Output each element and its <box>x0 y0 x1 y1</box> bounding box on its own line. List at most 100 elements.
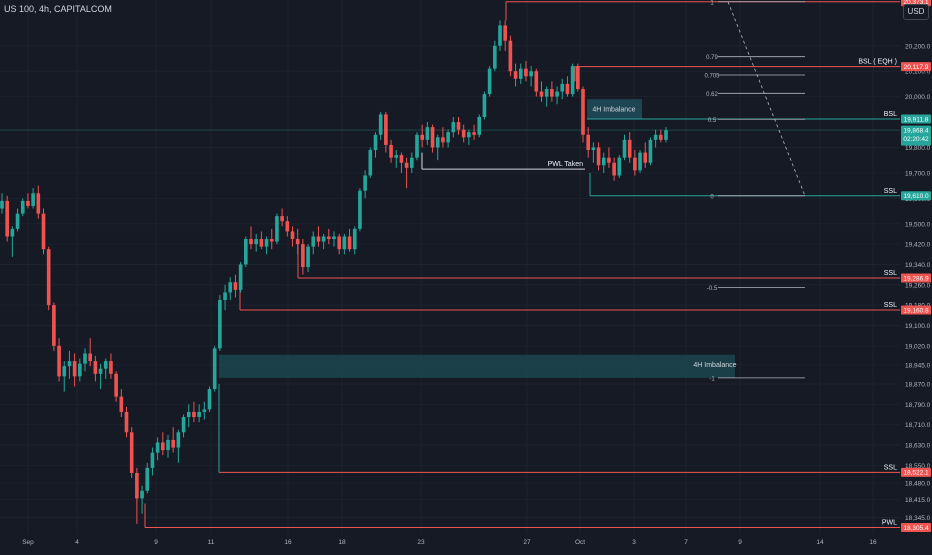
candle-body <box>62 366 67 377</box>
candle-body <box>31 193 35 206</box>
candle-body <box>643 152 648 163</box>
candle-body <box>233 282 238 290</box>
level-label: BSL <box>884 111 897 118</box>
candle-body <box>114 373 118 397</box>
candle-body <box>352 228 357 250</box>
price-label-text: 19,610.0 <box>903 193 929 200</box>
candle-body <box>77 363 82 377</box>
price-label-box <box>901 191 931 201</box>
candle-body <box>332 236 336 240</box>
candle-body <box>420 134 425 140</box>
price-label-text: 18,522.1 <box>903 470 929 477</box>
candle-body <box>404 162 409 168</box>
candle-body <box>41 213 46 250</box>
y-tick-label: 19,800.0 <box>905 145 931 152</box>
price-label-box <box>901 114 931 124</box>
candle-body <box>275 216 279 242</box>
candle-body <box>617 157 622 176</box>
price-label-text: 19,911.8 <box>904 116 929 123</box>
currency-button[interactable]: USD <box>903 4 929 20</box>
x-tick-label: 3 <box>632 539 636 546</box>
candle-body <box>524 68 528 77</box>
x-tick-label: 9 <box>154 539 158 546</box>
candle-body <box>441 137 445 143</box>
fib-label: 0 <box>710 194 714 200</box>
pwl-taken-label: PWL Taken <box>548 161 584 168</box>
candle-body <box>534 71 539 92</box>
candle-body <box>550 89 554 97</box>
x-tick-label: 14 <box>816 539 824 546</box>
candle-body <box>88 353 93 362</box>
candle-body <box>518 68 523 79</box>
candle-body <box>301 244 305 267</box>
candle-body <box>103 361 108 369</box>
candle-body <box>109 361 113 374</box>
candle-body <box>601 157 606 166</box>
candle-body <box>363 175 367 191</box>
x-tick-label: 18 <box>338 539 346 546</box>
y-tick-label: 20,200.0 <box>905 43 931 50</box>
candle-body <box>456 122 461 130</box>
candle-body <box>254 239 259 245</box>
candle-body <box>321 236 326 242</box>
candle-body <box>648 139 653 163</box>
candle-body <box>243 239 248 265</box>
level-label: SSL <box>884 270 897 277</box>
candle-body <box>394 155 399 158</box>
candle-body <box>259 239 264 247</box>
candle-body <box>664 130 668 140</box>
candle-body <box>186 411 191 418</box>
candle-body <box>135 472 139 499</box>
y-tick-label: 18,480.0 <box>905 481 931 488</box>
fib-label: 0.5 <box>708 118 717 124</box>
price-label-text: 19,868.4 <box>903 127 929 134</box>
x-tick-label: Sep <box>22 539 34 546</box>
price-label-text: 20,117.9 <box>904 64 929 71</box>
candle-body <box>415 134 419 158</box>
candle-body <box>150 452 155 468</box>
candle-body <box>570 66 575 95</box>
candle-body <box>508 40 513 72</box>
candle-body <box>498 25 502 46</box>
y-tick-label: 19,340.0 <box>905 262 931 269</box>
candle-body <box>337 236 342 250</box>
x-tick-label: 4 <box>75 539 79 546</box>
fib-label: 0.62 <box>706 92 718 98</box>
y-tick-label: 18,345.0 <box>905 515 931 522</box>
candle-body <box>581 89 585 135</box>
candle-body <box>358 190 362 229</box>
candle-body <box>212 348 217 390</box>
imbalance-label-lower: 4H Imbalance <box>693 362 736 369</box>
candle-body <box>124 411 129 433</box>
candle-body <box>451 122 456 133</box>
candle-body <box>622 139 627 158</box>
candle-body <box>98 368 103 374</box>
x-tick-label: 9 <box>738 539 742 546</box>
x-tick-label: 23 <box>417 539 425 546</box>
candle-body <box>264 239 269 247</box>
candle-body <box>155 442 160 453</box>
y-tick-label: 18,415.0 <box>905 497 931 504</box>
price-label-text: 19,286.9 <box>903 275 929 282</box>
y-tick-label: 19,020.0 <box>905 343 931 350</box>
y-tick-label: 18,630.0 <box>905 443 931 450</box>
y-tick-label: 19,100.0 <box>905 323 931 330</box>
level-label: SSL <box>884 188 897 195</box>
candle-body <box>586 134 591 151</box>
candle-body <box>67 361 72 367</box>
x-tick-label: 11 <box>208 539 215 546</box>
price-label-box <box>901 62 931 72</box>
imbalance-label-upper: 4H Imbalance <box>592 106 635 113</box>
candle-body <box>207 389 212 410</box>
candle-body <box>15 213 20 229</box>
y-tick-label: 18,790.0 <box>905 402 931 409</box>
y-tick-label: 19,260.0 <box>905 282 931 289</box>
candle-body <box>487 68 492 95</box>
price-label-box <box>901 523 931 533</box>
candle-body <box>472 132 476 135</box>
candle-body <box>492 45 497 69</box>
candle-body <box>20 200 25 214</box>
candle-body <box>503 25 508 41</box>
